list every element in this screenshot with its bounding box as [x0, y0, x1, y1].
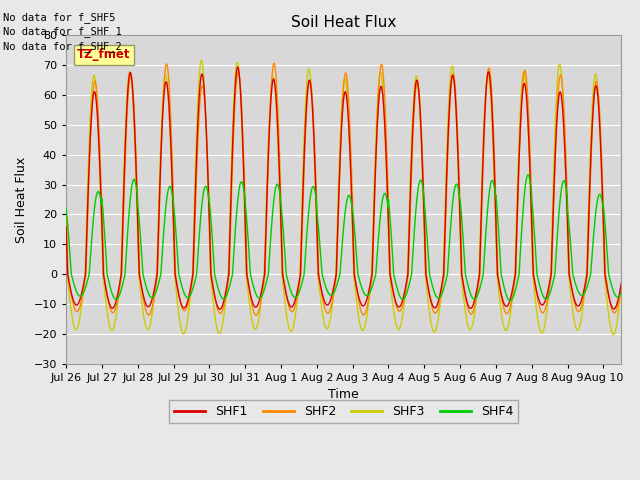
Text: No data for f_SHF_2: No data for f_SHF_2 — [3, 41, 122, 52]
Title: Soil Heat Flux: Soil Heat Flux — [291, 15, 396, 30]
Text: TZ_fmet: TZ_fmet — [77, 48, 131, 61]
Y-axis label: Soil Heat Flux: Soil Heat Flux — [15, 156, 28, 243]
Text: No data for f_SHF5: No data for f_SHF5 — [3, 12, 116, 23]
Text: No data for f_SHF 1: No data for f_SHF 1 — [3, 26, 122, 37]
X-axis label: Time: Time — [328, 388, 359, 401]
Legend: SHF1, SHF2, SHF3, SHF4: SHF1, SHF2, SHF3, SHF4 — [169, 400, 518, 423]
